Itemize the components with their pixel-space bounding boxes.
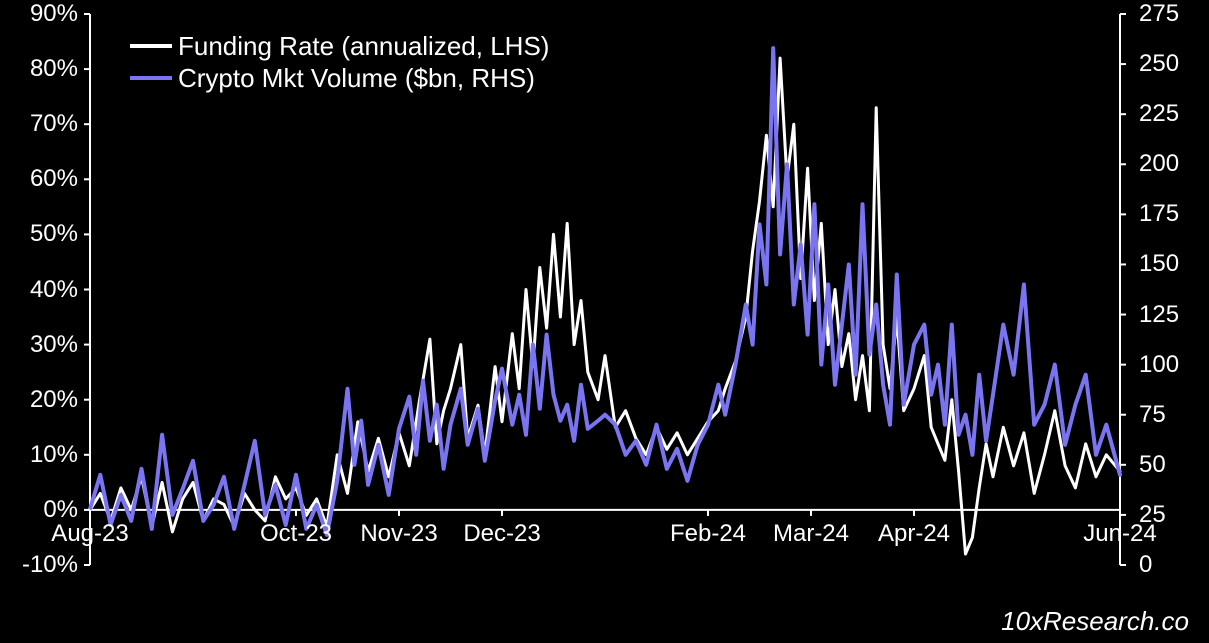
chart-svg <box>0 0 1209 643</box>
axis-tick-label: 80% <box>8 55 78 83</box>
axis-tick-label: Aug-23 <box>51 520 128 548</box>
chart-container: Funding Rate (annualized, LHS) Crypto Mk… <box>0 0 1209 643</box>
axis-tick-label: Feb-24 <box>670 520 746 548</box>
axis-tick-label: Jun-24 <box>1083 520 1156 548</box>
axis-tick-label: 70% <box>8 110 78 138</box>
axis-tick-label: Dec-23 <box>463 520 540 548</box>
axis-tick-label: Oct-23 <box>260 520 332 548</box>
axis-tick-label: 30% <box>8 331 78 359</box>
axis-tick-label: 150 <box>1139 250 1209 278</box>
axis-tick-label: 60% <box>8 165 78 193</box>
axis-tick-label: 275 <box>1139 0 1209 28</box>
axis-tick-label: 200 <box>1139 150 1209 178</box>
axis-tick-label: 100 <box>1139 351 1209 379</box>
legend-swatch-crypto-volume <box>130 76 172 80</box>
axis-tick-label: Mar-24 <box>773 520 849 548</box>
axis-tick-label: Apr-24 <box>878 520 950 548</box>
axis-tick-label: -10% <box>8 551 78 579</box>
axis-tick-label: 175 <box>1139 200 1209 228</box>
axis-tick-label: 90% <box>8 0 78 28</box>
axis-tick-label: 0 <box>1139 551 1209 579</box>
axis-tick-label: 75 <box>1139 401 1209 429</box>
legend-item-crypto-volume: Crypto Mkt Volume ($bn, RHS) <box>130 62 549 94</box>
legend-label-funding-rate: Funding Rate (annualized, LHS) <box>178 31 549 62</box>
legend-swatch-funding-rate <box>130 44 172 48</box>
axis-tick-label: 10% <box>8 441 78 469</box>
axis-tick-label: 250 <box>1139 50 1209 78</box>
axis-tick-label: Nov-23 <box>360 520 437 548</box>
axis-tick-label: 225 <box>1139 100 1209 128</box>
legend: Funding Rate (annualized, LHS) Crypto Mk… <box>130 30 549 94</box>
axis-tick-label: 40% <box>8 276 78 304</box>
axis-tick-label: 125 <box>1139 301 1209 329</box>
axis-tick-label: 20% <box>8 386 78 414</box>
axis-tick-label: 50% <box>8 220 78 248</box>
axis-tick-label: 50 <box>1139 451 1209 479</box>
attribution-label: 10xResearch.co <box>1001 606 1189 637</box>
legend-item-funding-rate: Funding Rate (annualized, LHS) <box>130 30 549 62</box>
legend-label-crypto-volume: Crypto Mkt Volume ($bn, RHS) <box>178 63 535 94</box>
